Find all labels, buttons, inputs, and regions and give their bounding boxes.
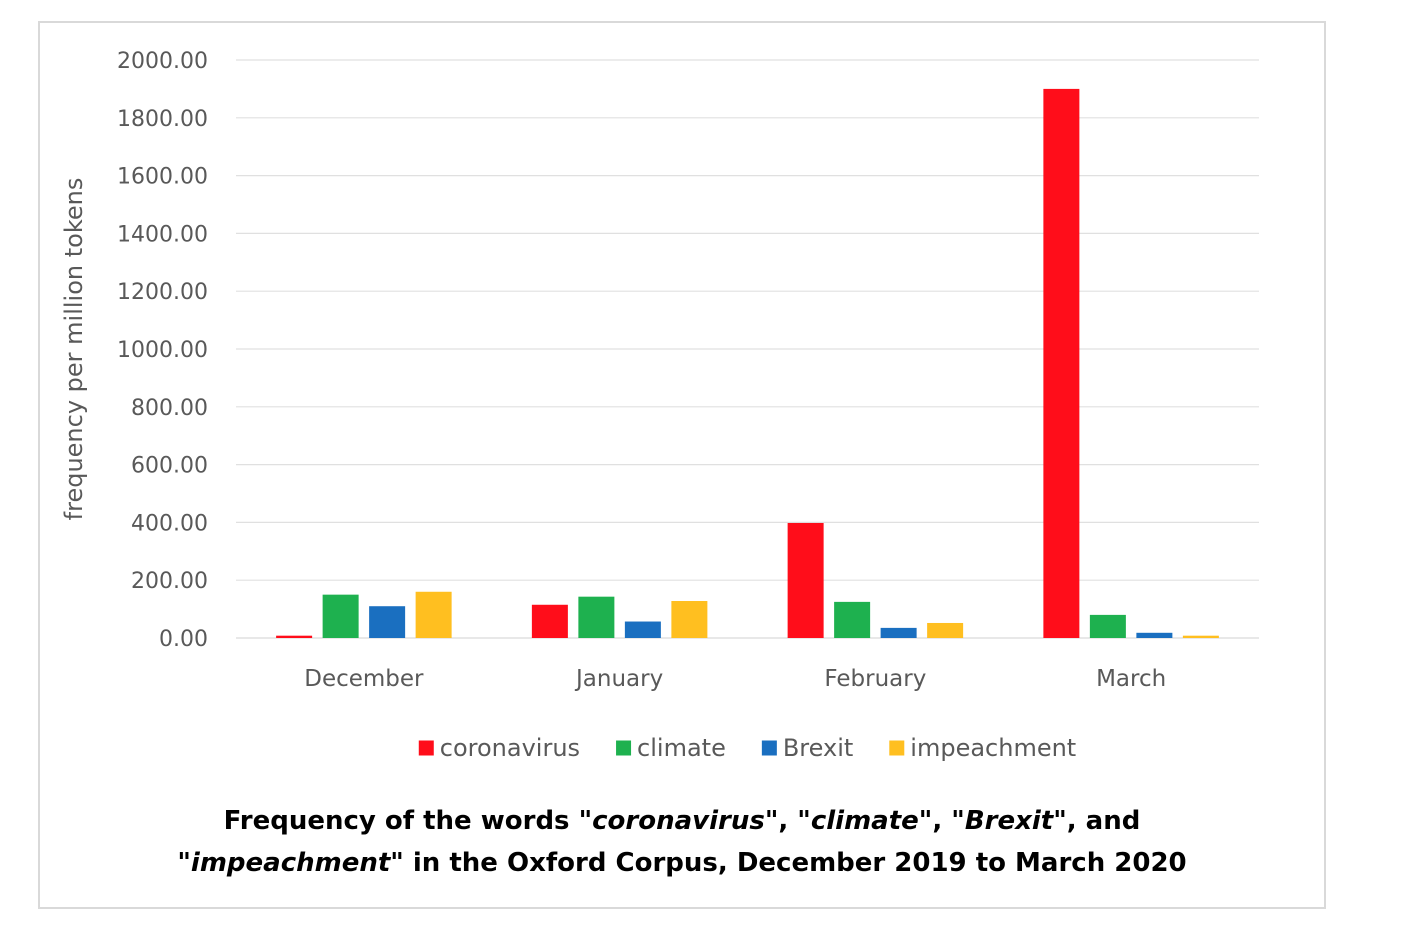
bars bbox=[276, 88, 1219, 638]
bar-Brexit-december bbox=[369, 606, 406, 638]
title-text: ", and bbox=[1053, 806, 1141, 836]
title-keyword: climate bbox=[810, 806, 919, 836]
y-tick-label: 1600.00 bbox=[117, 165, 208, 190]
legend-label-impeachment: impeachment bbox=[910, 734, 1076, 762]
title-text: ", " bbox=[764, 806, 811, 836]
chart-title: Frequency of the words "coronavirus", "c… bbox=[38, 800, 1326, 884]
bar-Brexit-january bbox=[624, 621, 661, 638]
legend-label-climate: climate bbox=[637, 734, 726, 762]
title-keyword: coronavirus bbox=[592, 806, 765, 836]
bar-impeachment-february bbox=[927, 622, 964, 638]
legend-swatch-climate bbox=[616, 740, 632, 756]
bar-Brexit-february bbox=[880, 627, 917, 638]
x-category-label: December bbox=[304, 666, 424, 692]
title-keyword: impeachment bbox=[190, 848, 391, 878]
bar-climate-january bbox=[578, 596, 615, 638]
bar-coronavirus-january bbox=[531, 604, 568, 638]
bar-climate-february bbox=[834, 601, 871, 638]
bar-Brexit-march bbox=[1136, 632, 1173, 638]
legend-label-Brexit: Brexit bbox=[783, 734, 853, 762]
y-tick-label: 1000.00 bbox=[117, 338, 208, 363]
y-tick-label: 400.00 bbox=[131, 511, 208, 536]
bar-coronavirus-february bbox=[787, 522, 824, 638]
bar-climate-march bbox=[1089, 614, 1126, 638]
title-keyword: Brexit bbox=[964, 806, 1054, 836]
y-tick-label: 1400.00 bbox=[117, 222, 208, 247]
legend-label-coronavirus: coronavirus bbox=[440, 734, 580, 762]
title-text: Frequency of the words " bbox=[223, 806, 593, 836]
x-axis-categories: December January February March bbox=[304, 666, 1166, 692]
legend: coronavirus climate Brexit impeachment bbox=[418, 734, 1076, 762]
title-text: " in the Oxford Corpus, December 2019 to… bbox=[390, 848, 1187, 878]
title-text: ", " bbox=[918, 806, 965, 836]
y-tick-label: 1200.00 bbox=[117, 280, 208, 305]
bar-impeachment-march bbox=[1182, 635, 1219, 638]
x-category-label: March bbox=[1096, 666, 1166, 692]
bar-impeachment-december bbox=[415, 591, 452, 638]
y-tick-label: 800.00 bbox=[131, 396, 208, 421]
y-tick-label: 600.00 bbox=[131, 454, 208, 479]
y-axis-ticks: 0.00 200.00 400.00 600.00 800.00 1000.00 1200.… bbox=[117, 49, 208, 652]
y-tick-label: 2000.00 bbox=[117, 49, 208, 74]
x-category-label: January bbox=[574, 666, 663, 692]
bar-climate-december bbox=[322, 594, 359, 638]
y-tick-label: 200.00 bbox=[131, 569, 208, 594]
legend-swatch-Brexit bbox=[761, 740, 777, 756]
legend-swatch-impeachment bbox=[889, 740, 905, 756]
bar-coronavirus-march bbox=[1043, 88, 1080, 638]
bar-impeachment-january bbox=[671, 601, 708, 638]
legend-swatch-coronavirus bbox=[418, 740, 434, 756]
y-tick-label: 1800.00 bbox=[117, 107, 208, 132]
y-axis-title: frequency per million tokens bbox=[60, 178, 88, 521]
gridlines bbox=[236, 59, 1259, 639]
y-tick-label: 0.00 bbox=[159, 627, 208, 652]
title-text: " bbox=[177, 848, 191, 878]
bar-coronavirus-december bbox=[276, 635, 313, 638]
x-category-label: February bbox=[824, 666, 926, 692]
